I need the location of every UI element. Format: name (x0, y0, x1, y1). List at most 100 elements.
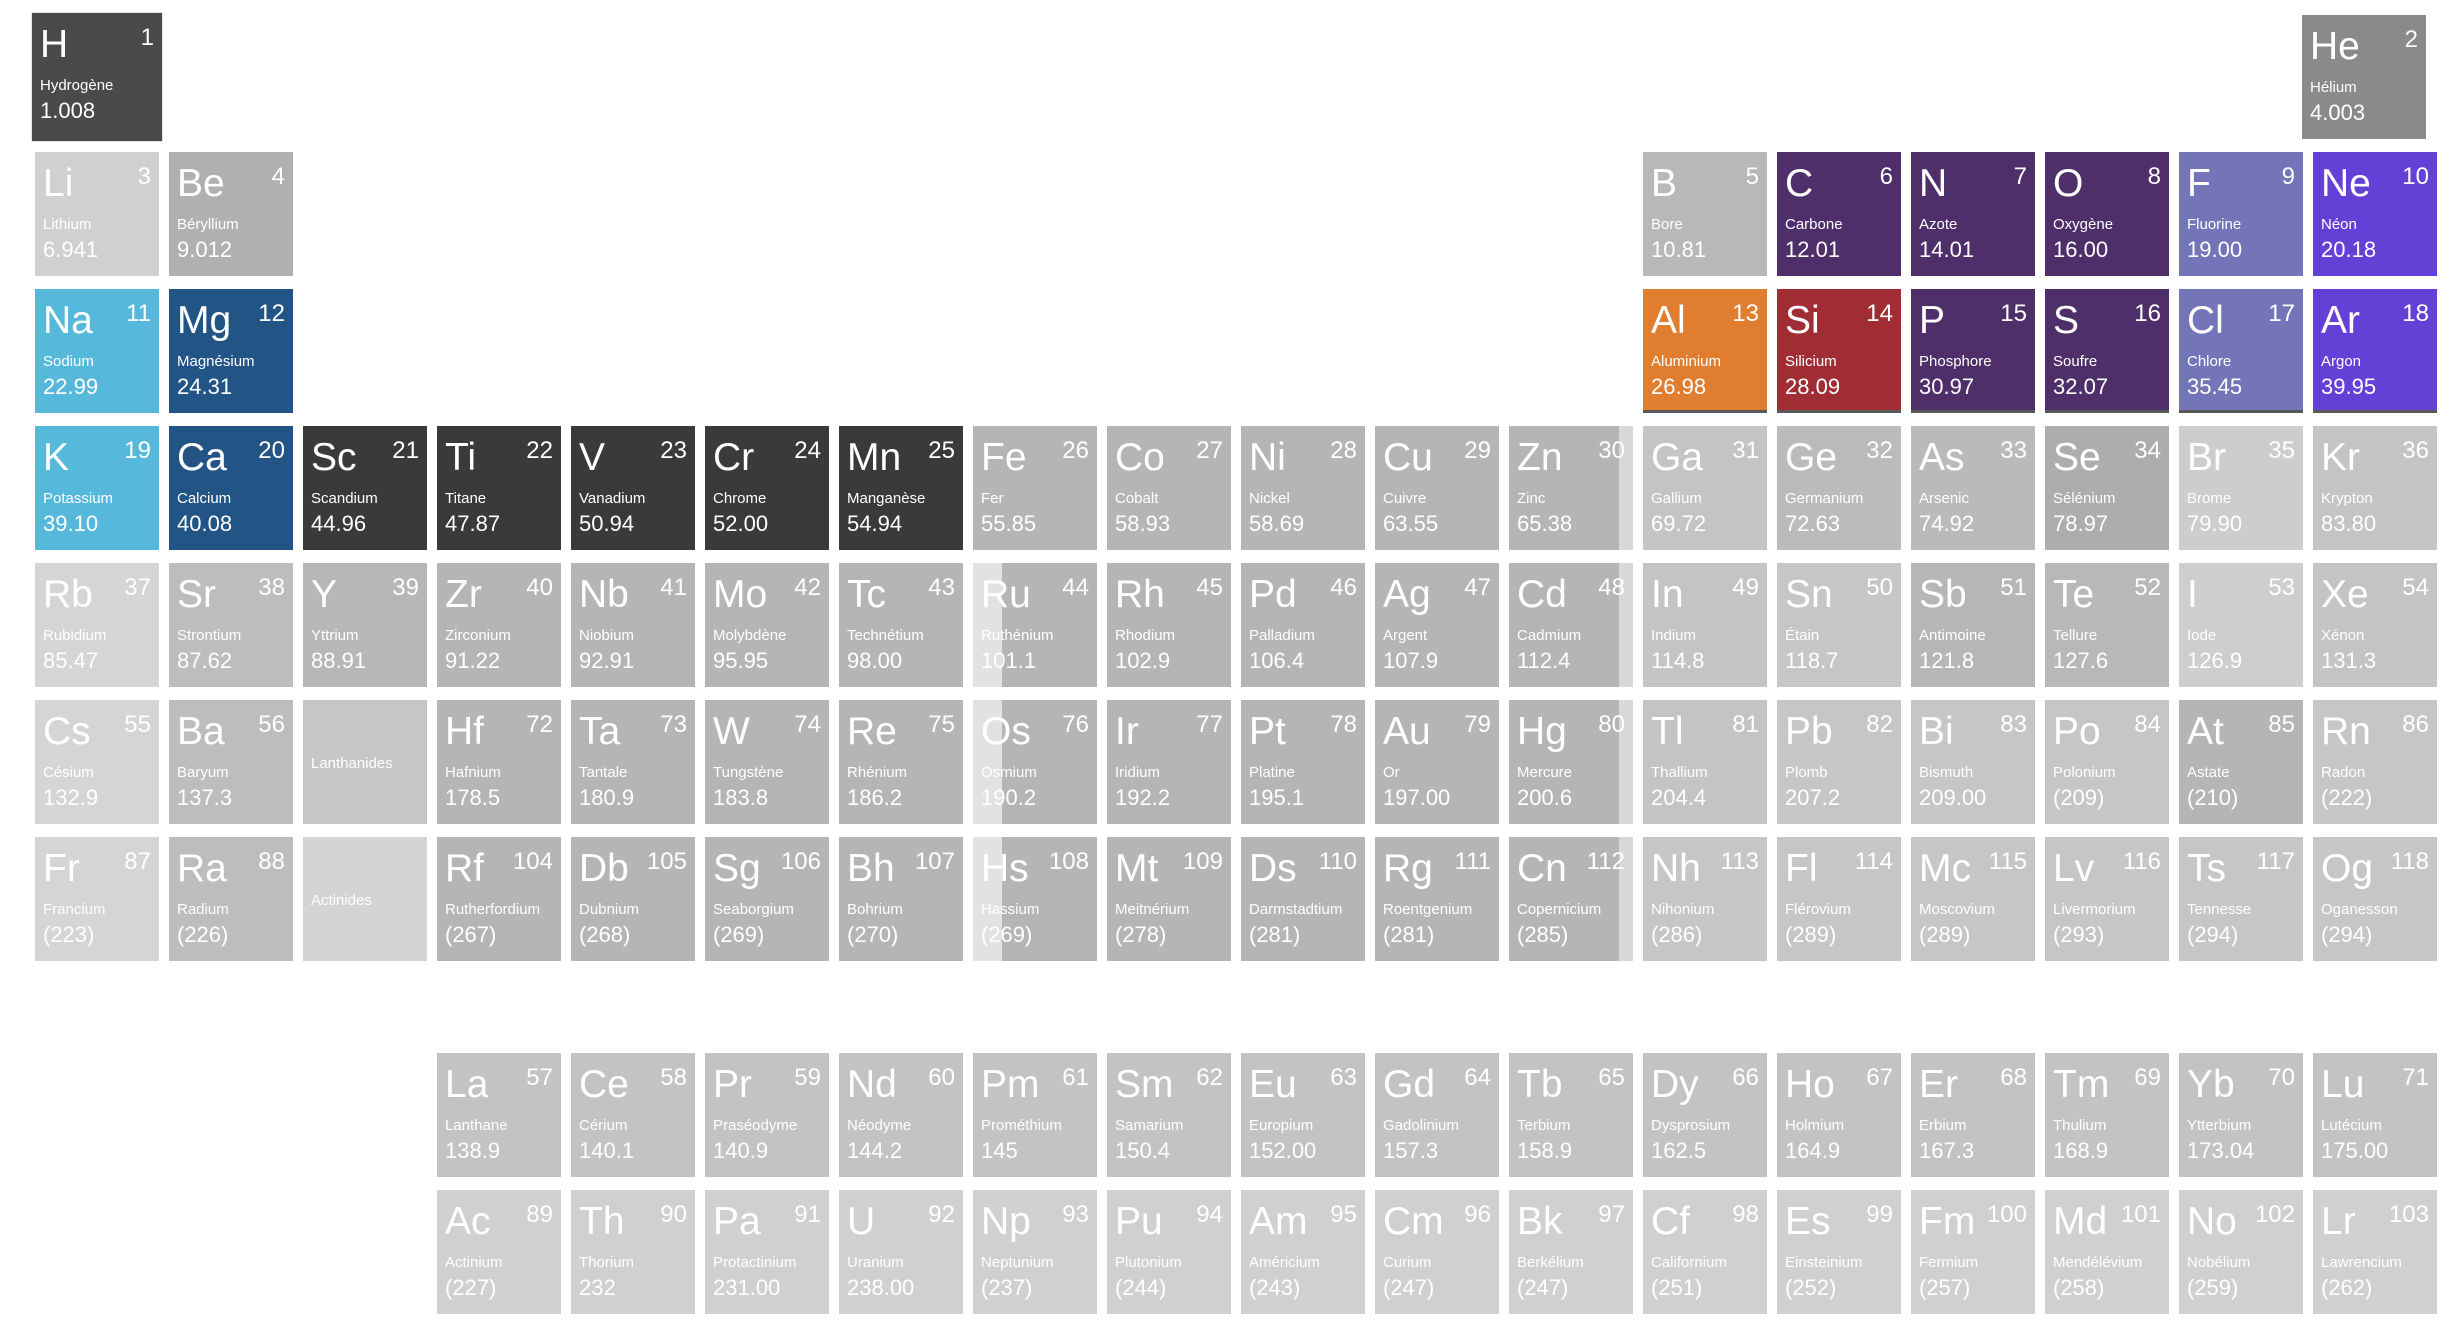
element-tile-li[interactable]: Li 3 Lithium 6.941 (35, 152, 159, 276)
element-tile-c[interactable]: C 6 Carbone 12.01 (1777, 152, 1901, 276)
element-tile-rg[interactable]: Rg 111 Roentgenium (281) (1375, 837, 1499, 961)
element-tile-mn[interactable]: Mn 25 Manganèse 54.94 (839, 426, 963, 550)
element-tile-yb[interactable]: Yb 70 Ytterbium 173.04 (2179, 1053, 2303, 1177)
element-tile-sb[interactable]: Sb 51 Antimoine 121.8 (1911, 563, 2035, 687)
element-tile-fr[interactable]: Fr 87 Francium (223) (35, 837, 159, 961)
element-tile-ne[interactable]: Ne 10 Néon 20.18 (2313, 152, 2437, 276)
element-tile-mc[interactable]: Mc 115 Moscovium (289) (1911, 837, 2035, 961)
element-tile-rh[interactable]: Rh 45 Rhodium 102.9 (1107, 563, 1231, 687)
element-tile-mg[interactable]: Mg 12 Magnésium 24.31 (169, 289, 293, 413)
element-tile-s[interactable]: S 16 Soufre 32.07 (2045, 289, 2169, 413)
actinides-placeholder[interactable]: Actinides (303, 837, 427, 961)
element-tile-te[interactable]: Te 52 Tellure 127.6 (2045, 563, 2169, 687)
element-tile-ge[interactable]: Ge 32 Germanium 72.63 (1777, 426, 1901, 550)
element-tile-ts[interactable]: Ts 117 Tennesse (294) (2179, 837, 2303, 961)
element-tile-cf[interactable]: Cf 98 Californium (251) (1643, 1190, 1767, 1314)
element-tile-la[interactable]: La 57 Lanthane 138.9 (437, 1053, 561, 1177)
element-tile-au[interactable]: Au 79 Or 197.00 (1375, 700, 1499, 824)
element-tile-ca[interactable]: Ca 20 Calcium 40.08 (169, 426, 293, 550)
element-tile-zn[interactable]: Zn 30 Zinc 65.38 (1509, 426, 1633, 550)
element-tile-se[interactable]: Se 34 Sélénium 78.97 (2045, 426, 2169, 550)
element-tile-rf[interactable]: Rf 104 Rutherfordium (267) (437, 837, 561, 961)
element-tile-i[interactable]: I 53 Iode 126.9 (2179, 563, 2303, 687)
element-tile-hg[interactable]: Hg 80 Mercure 200.6 (1509, 700, 1633, 824)
element-tile-fl[interactable]: Fl 114 Flérovium (289) (1777, 837, 1901, 961)
element-tile-ti[interactable]: Ti 22 Titane 47.87 (437, 426, 561, 550)
element-tile-og[interactable]: Og 118 Oganesson (294) (2313, 837, 2437, 961)
element-tile-sn[interactable]: Sn 50 Étain 118.7 (1777, 563, 1901, 687)
element-tile-lu[interactable]: Lu 71 Lutécium 175.00 (2313, 1053, 2437, 1177)
element-tile-sr[interactable]: Sr 38 Strontium 87.62 (169, 563, 293, 687)
element-tile-cm[interactable]: Cm 96 Curium (247) (1375, 1190, 1499, 1314)
element-tile-nb[interactable]: Nb 41 Niobium 92.91 (571, 563, 695, 687)
element-tile-bh[interactable]: Bh 107 Bohrium (270) (839, 837, 963, 961)
element-tile-u[interactable]: U 92 Uranium 238.00 (839, 1190, 963, 1314)
element-tile-tm[interactable]: Tm 69 Thulium 168.9 (2045, 1053, 2169, 1177)
element-tile-rb[interactable]: Rb 37 Rubidium 85.47 (35, 563, 159, 687)
element-tile-np[interactable]: Np 93 Neptunium (237) (973, 1190, 1097, 1314)
element-tile-k[interactable]: K 19 Potassium 39.10 (35, 426, 159, 550)
element-tile-cu[interactable]: Cu 29 Cuivre 63.55 (1375, 426, 1499, 550)
element-tile-si[interactable]: Si 14 Silicium 28.09 (1777, 289, 1901, 413)
element-tile-h[interactable]: H 1 Hydrogène 1.008 (31, 12, 163, 142)
element-tile-ga[interactable]: Ga 31 Gallium 69.72 (1643, 426, 1767, 550)
element-tile-b[interactable]: B 5 Bore 10.81 (1643, 152, 1767, 276)
element-tile-sg[interactable]: Sg 106 Seaborgium (269) (705, 837, 829, 961)
element-tile-ir[interactable]: Ir 77 Iridium 192.2 (1107, 700, 1231, 824)
element-tile-pm[interactable]: Pm 61 Prométhium 145 (973, 1053, 1097, 1177)
element-tile-ru[interactable]: Ru 44 Ruthénium 101.1 (973, 563, 1097, 687)
element-tile-no[interactable]: No 102 Nobélium (259) (2179, 1190, 2303, 1314)
element-tile-pu[interactable]: Pu 94 Plutonium (244) (1107, 1190, 1231, 1314)
element-tile-zr[interactable]: Zr 40 Zirconium 91.22 (437, 563, 561, 687)
element-tile-na[interactable]: Na 11 Sodium 22.99 (35, 289, 159, 413)
element-tile-th[interactable]: Th 90 Thorium 232 (571, 1190, 695, 1314)
element-tile-as[interactable]: As 33 Arsenic 74.92 (1911, 426, 2035, 550)
element-tile-v[interactable]: V 23 Vanadium 50.94 (571, 426, 695, 550)
element-tile-y[interactable]: Y 39 Yttrium 88.91 (303, 563, 427, 687)
element-tile-ce[interactable]: Ce 58 Cérium 140.1 (571, 1053, 695, 1177)
element-tile-cs[interactable]: Cs 55 Césium 132.9 (35, 700, 159, 824)
element-tile-ac[interactable]: Ac 89 Actinium (227) (437, 1190, 561, 1314)
element-tile-gd[interactable]: Gd 64 Gadolinium 157.3 (1375, 1053, 1499, 1177)
element-tile-bi[interactable]: Bi 83 Bismuth 209.00 (1911, 700, 2035, 824)
element-tile-cl[interactable]: Cl 17 Chlore 35.45 (2179, 289, 2303, 413)
element-tile-w[interactable]: W 74 Tungstène 183.8 (705, 700, 829, 824)
element-tile-mt[interactable]: Mt 109 Meitnérium (278) (1107, 837, 1231, 961)
element-tile-tc[interactable]: Tc 43 Technétium 98.00 (839, 563, 963, 687)
element-tile-fm[interactable]: Fm 100 Fermium (257) (1911, 1190, 2035, 1314)
element-tile-co[interactable]: Co 27 Cobalt 58.93 (1107, 426, 1231, 550)
element-tile-pt[interactable]: Pt 78 Platine 195.1 (1241, 700, 1365, 824)
element-tile-ta[interactable]: Ta 73 Tantale 180.9 (571, 700, 695, 824)
element-tile-kr[interactable]: Kr 36 Krypton 83.80 (2313, 426, 2437, 550)
element-tile-cd[interactable]: Cd 48 Cadmium 112.4 (1509, 563, 1633, 687)
element-tile-he[interactable]: He 2 Hélium 4.003 (2302, 15, 2426, 139)
element-tile-md[interactable]: Md 101 Mendélévium (258) (2045, 1190, 2169, 1314)
element-tile-br[interactable]: Br 35 Brome 79.90 (2179, 426, 2303, 550)
element-tile-pd[interactable]: Pd 46 Palladium 106.4 (1241, 563, 1365, 687)
element-tile-nd[interactable]: Nd 60 Néodyme 144.2 (839, 1053, 963, 1177)
element-tile-mo[interactable]: Mo 42 Molybdène 95.95 (705, 563, 829, 687)
element-tile-pr[interactable]: Pr 59 Praséodyme 140.9 (705, 1053, 829, 1177)
element-tile-sc[interactable]: Sc 21 Scandium 44.96 (303, 426, 427, 550)
element-tile-ho[interactable]: Ho 67 Holmium 164.9 (1777, 1053, 1901, 1177)
element-tile-eu[interactable]: Eu 63 Europium 152.00 (1241, 1053, 1365, 1177)
element-tile-f[interactable]: F 9 Fluorine 19.00 (2179, 152, 2303, 276)
element-tile-n[interactable]: N 7 Azote 14.01 (1911, 152, 2035, 276)
element-tile-hf[interactable]: Hf 72 Hafnium 178.5 (437, 700, 561, 824)
element-tile-os[interactable]: Os 76 Osmium 190.2 (973, 700, 1097, 824)
element-tile-tb[interactable]: Tb 65 Terbium 158.9 (1509, 1053, 1633, 1177)
element-tile-ds[interactable]: Ds 110 Darmstadtium (281) (1241, 837, 1365, 961)
element-tile-ni[interactable]: Ni 28 Nickel 58.69 (1241, 426, 1365, 550)
element-tile-in[interactable]: In 49 Indium 114.8 (1643, 563, 1767, 687)
element-tile-cn[interactable]: Cn 112 Copernicium (285) (1509, 837, 1633, 961)
element-tile-p[interactable]: P 15 Phosphore 30.97 (1911, 289, 2035, 413)
element-tile-sm[interactable]: Sm 62 Samarium 150.4 (1107, 1053, 1231, 1177)
element-tile-lr[interactable]: Lr 103 Lawrencium (262) (2313, 1190, 2437, 1314)
element-tile-er[interactable]: Er 68 Erbium 167.3 (1911, 1053, 2035, 1177)
element-tile-pb[interactable]: Pb 82 Plomb 207.2 (1777, 700, 1901, 824)
element-tile-cr[interactable]: Cr 24 Chrome 52.00 (705, 426, 829, 550)
element-tile-be[interactable]: Be 4 Béryllium 9.012 (169, 152, 293, 276)
element-tile-re[interactable]: Re 75 Rhénium 186.2 (839, 700, 963, 824)
element-tile-rn[interactable]: Rn 86 Radon (222) (2313, 700, 2437, 824)
element-tile-db[interactable]: Db 105 Dubnium (268) (571, 837, 695, 961)
